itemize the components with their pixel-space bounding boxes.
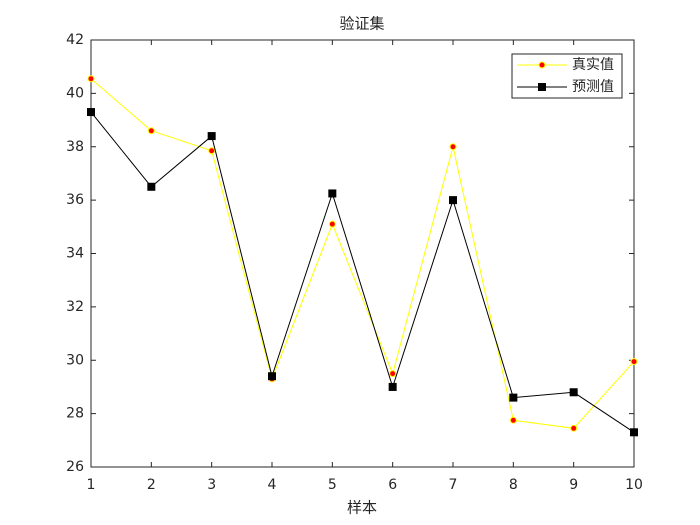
point-marker — [630, 358, 638, 366]
y-tick-label: 36 — [66, 192, 84, 208]
x-tick-label: 4 — [268, 477, 277, 493]
x-tick-label: 2 — [147, 477, 156, 493]
point-marker — [208, 147, 216, 155]
series-line — [90, 111, 635, 433]
point-marker — [147, 127, 155, 135]
x-axis-label: 样本 — [347, 499, 377, 517]
series-line — [90, 78, 635, 429]
plot-frame — [90, 39, 635, 468]
point-marker — [207, 132, 216, 141]
legend-marker — [538, 83, 546, 91]
legend-marker — [538, 61, 546, 69]
y-tick-label: 30 — [66, 352, 84, 368]
point-marker — [87, 75, 95, 83]
y-tick-label: 32 — [66, 299, 84, 315]
point-marker — [509, 416, 517, 424]
point-marker — [147, 182, 156, 191]
y-tick-label: 34 — [66, 246, 84, 262]
y-tick-label: 28 — [66, 406, 84, 422]
x-tick-label: 1 — [87, 477, 96, 493]
x-tick-label: 3 — [207, 477, 216, 493]
y-tick-label: 42 — [66, 32, 84, 48]
point-marker — [569, 388, 578, 397]
x-tick-label: 9 — [569, 477, 578, 493]
x-tick-label: 8 — [509, 477, 518, 493]
point-marker — [268, 372, 276, 381]
legend-label: 真实值 — [572, 57, 614, 73]
point-marker — [449, 143, 457, 151]
y-tick-label: 40 — [66, 85, 84, 101]
x-tick-label: 6 — [388, 477, 397, 493]
point-marker — [87, 108, 95, 117]
chart-title: 验证集 — [339, 15, 384, 33]
point-marker — [570, 424, 578, 432]
point-marker — [389, 370, 397, 378]
point-marker — [630, 428, 638, 437]
point-marker — [328, 220, 336, 228]
y-tick-label: 26 — [66, 459, 84, 475]
point-marker — [509, 393, 518, 402]
x-tick-label: 7 — [449, 477, 458, 493]
legend-label: 预测值 — [572, 79, 614, 95]
y-tick-label: 38 — [66, 139, 84, 155]
point-marker — [388, 382, 397, 391]
x-tick-label: 10 — [625, 477, 643, 493]
x-tick-label: 5 — [328, 477, 337, 493]
point-marker — [449, 196, 457, 205]
legend-box — [511, 53, 623, 99]
point-marker — [328, 189, 337, 198]
